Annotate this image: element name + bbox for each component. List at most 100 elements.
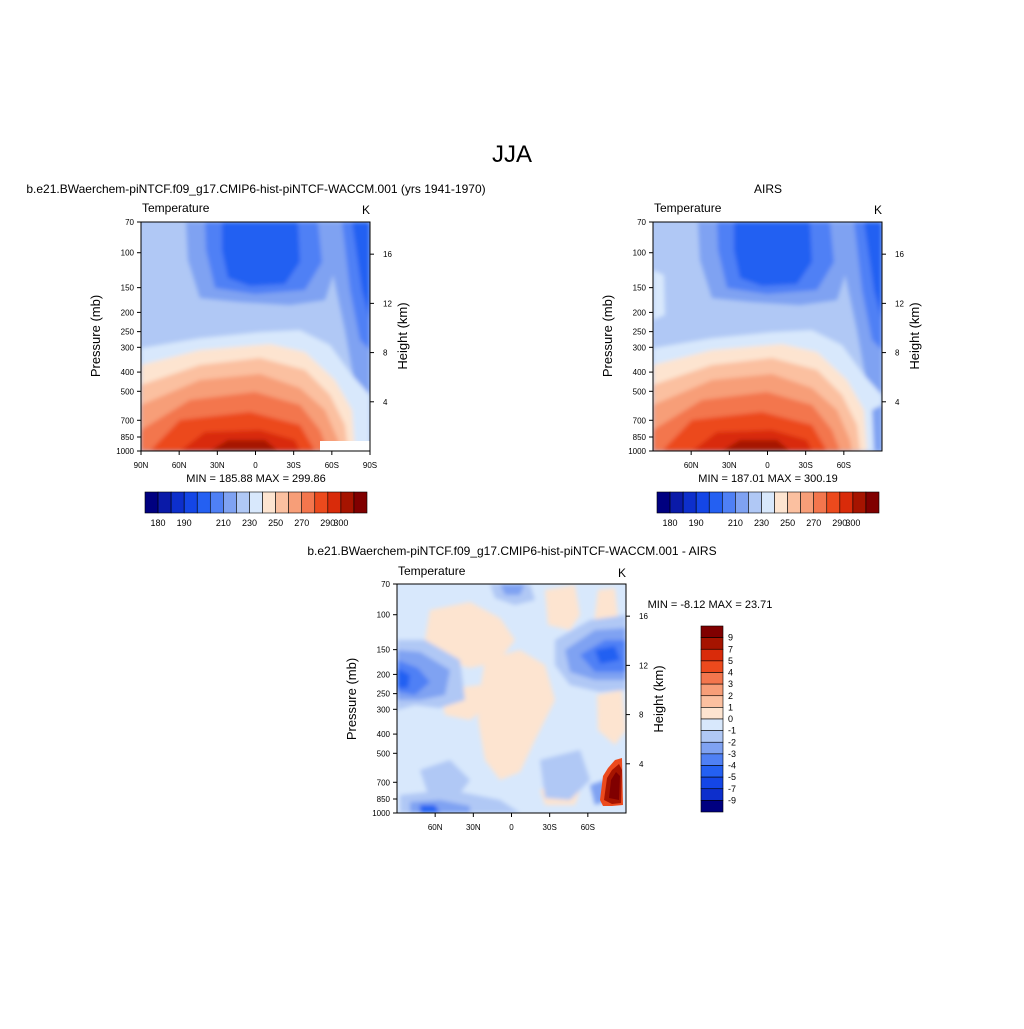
y-tick-label: 300 [377,705,391,714]
height-tick-label: 8 [639,711,644,720]
y-tick-label: 700 [633,416,647,425]
colorbar-label: 270 [806,518,821,528]
y-tick-label: 300 [121,343,135,352]
colorbar-label: 5 [728,656,733,666]
x-tick-label: 30S [543,823,557,832]
min-max-stats: MIN = 185.88 MAX = 299.86 [186,473,325,485]
y-axis-label: Pressure (mb) [600,295,615,377]
colorbar-box [700,625,724,638]
height-tick-label: 12 [383,299,392,308]
colorbar-box [865,491,880,514]
y-tick-label: 400 [377,730,391,739]
colorbar-box [695,491,710,514]
x-tick-label: 60N [684,461,699,470]
panel-airs: AIRS Temperature K [600,182,922,528]
colorbar-label: 7 [728,644,733,654]
colorbar-label: 230 [754,518,769,528]
colorbar-box [761,491,775,514]
colorbar-label: 210 [216,518,231,528]
y-tick-label: 400 [633,368,647,377]
x-tick-label: 60S [581,823,595,832]
x-tick-label: 60S [837,461,851,470]
colorbar-label: 4 [728,668,733,678]
colorbar-box [721,491,736,514]
x-tick-label: 30S [287,461,301,470]
x-tick-label: 60N [428,823,443,832]
colorbar-label: -3 [728,749,736,759]
x-tick-label: 30N [466,823,481,832]
panel-unit-label: K [874,203,882,217]
y-tick-label: 150 [633,284,647,293]
page-title: JJA [492,141,532,168]
y-tick-label: 200 [377,670,391,679]
colorbar-box [800,491,815,514]
y-tick-label: 1000 [372,809,390,818]
colorbar: 97 5 43 21 0 -1-2 -3 -4-5 -7-9 [700,625,736,813]
y-tick-label: 500 [377,749,391,758]
x-tick-label: 30S [799,461,813,470]
colorbar-box [170,491,185,514]
colorbar-box [852,491,867,514]
colorbar-label: 250 [268,518,283,528]
colorbar-box [288,491,303,514]
panel-left-label: Temperature [654,201,722,215]
y-axis-right-label: Height (km) [395,302,410,369]
height-tick-label: 12 [895,299,904,308]
colorbar-box [157,491,172,514]
y-tick-label: 200 [121,308,135,317]
colorbar-box [209,491,224,514]
colorbar-label: 300 [845,518,860,528]
x-tick-label: 90S [363,461,377,470]
panel-difference: b.e21.BWaerchem-piNTCF.f09_g17.CMIP6-his… [307,544,772,832]
panel-title: b.e21.BWaerchem-piNTCF.f09_g17.CMIP6-his… [26,182,485,196]
colorbar-box [700,683,724,697]
contour-field [653,222,882,451]
x-tick-label: 30N [722,461,737,470]
colorbar-label: 190 [689,518,704,528]
colorbar-label: 2 [728,691,733,701]
y-tick-label: 300 [633,343,647,352]
panel-unit-label: K [362,203,370,217]
colorbar-box [314,491,329,514]
colorbar-box [700,765,724,778]
panel-model: b.e21.BWaerchem-piNTCF.f09_g17.CMIP6-his… [26,182,485,528]
colorbar-label: -2 [728,737,736,747]
colorbar-box [700,753,724,766]
colorbar-box [700,660,724,673]
colorbar-label: 0 [728,714,733,724]
y-tick-label: 1000 [628,447,646,456]
height-tick-label: 16 [639,612,648,621]
colorbar-label: -9 [728,795,736,805]
y-tick-label: 500 [633,387,647,396]
y-axis-right-label: Height (km) [907,302,922,369]
colorbar-box [700,788,724,801]
colorbar-box [353,491,368,514]
colorbar-box [236,491,250,514]
y-axis-right-label: Height (km) [651,665,666,732]
colorbar-box [700,695,724,708]
colorbar-label: 9 [728,633,733,643]
x-tick-label: 0 [765,461,770,470]
colorbar-label: 190 [177,518,192,528]
colorbar-label: 180 [151,518,166,528]
colorbar-box [700,637,724,650]
y-tick-label: 700 [377,778,391,787]
panel-left-label: Temperature [142,201,210,215]
height-tick-label: 8 [383,349,388,358]
y-tick-label: 250 [633,328,647,337]
x-tick-label: 0 [509,823,514,832]
colorbar-label: 210 [728,518,743,528]
colorbar-box [700,707,724,720]
y-tick-label: 250 [377,690,391,699]
y-tick-label: 250 [121,328,135,337]
colorbar-box [708,491,723,514]
panel-title: AIRS [754,182,782,196]
y-axis-label: Pressure (mb) [344,658,359,740]
colorbar-label: -7 [728,784,736,794]
colorbar-label: -4 [728,761,736,771]
colorbar-label: -1 [728,726,736,736]
y-tick-label: 150 [121,284,135,293]
colorbar-label: 230 [242,518,257,528]
